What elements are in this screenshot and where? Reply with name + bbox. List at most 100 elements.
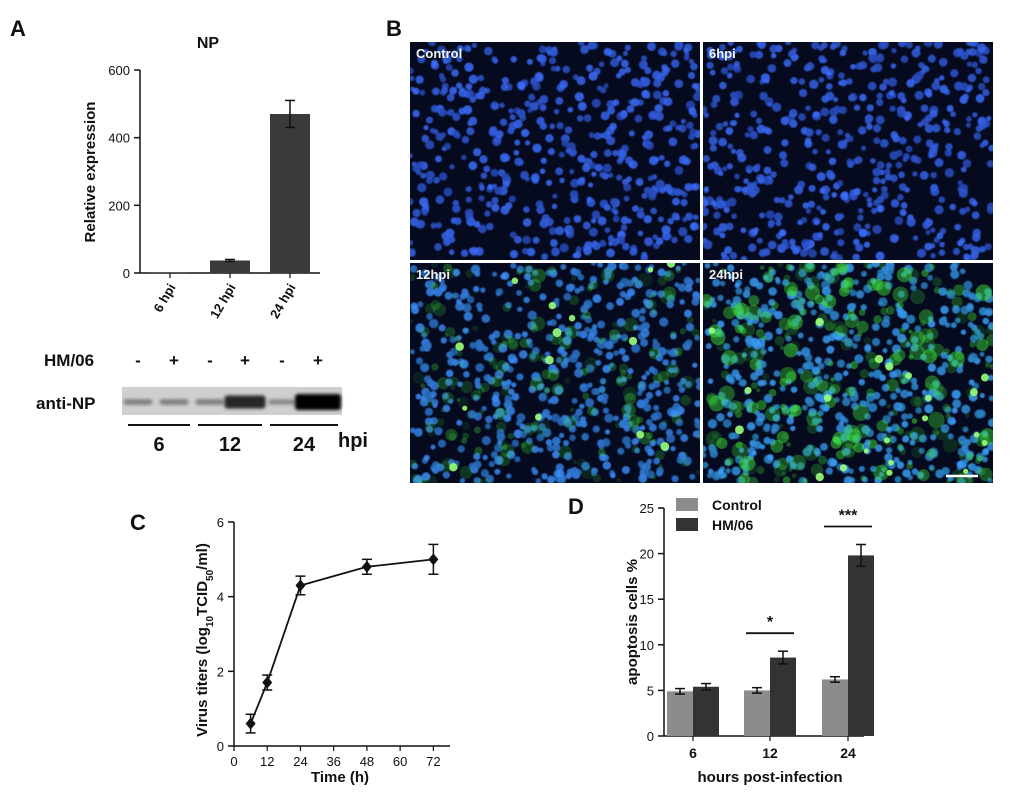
nucleus bbox=[652, 380, 661, 389]
nucleus bbox=[814, 357, 822, 365]
np-signal-spot bbox=[627, 414, 640, 427]
nucleus bbox=[694, 400, 700, 408]
chart-c-virus-titers: Virus titers (log10TCID50/ml) Time (h) 0… bbox=[194, 515, 450, 786]
blot-lane-sign: + bbox=[169, 351, 179, 370]
nucleus bbox=[690, 143, 697, 150]
nucleus bbox=[785, 378, 792, 385]
nucleus bbox=[816, 425, 823, 433]
nucleus bbox=[716, 199, 726, 209]
nucleus bbox=[456, 55, 463, 63]
nucleus bbox=[576, 76, 586, 86]
nucleus bbox=[779, 385, 786, 392]
nucleus bbox=[723, 343, 731, 351]
chart-a-ylabel: Relative expression bbox=[82, 102, 99, 243]
nucleus bbox=[452, 112, 461, 122]
nucleus bbox=[465, 186, 472, 193]
nucleus bbox=[546, 50, 553, 56]
np-signal-spot bbox=[866, 388, 875, 397]
nucleus bbox=[981, 448, 989, 456]
nucleus bbox=[515, 419, 523, 427]
nucleus bbox=[861, 270, 868, 277]
nucleus bbox=[955, 346, 962, 353]
np-signal-spot bbox=[964, 413, 970, 419]
np-signal-spot bbox=[929, 263, 936, 270]
nucleus bbox=[597, 216, 607, 226]
nucleus bbox=[970, 324, 978, 331]
nucleus bbox=[640, 328, 650, 338]
nucleus bbox=[930, 434, 937, 441]
nucleus bbox=[911, 48, 921, 58]
nucleus bbox=[862, 191, 869, 198]
nucleus bbox=[910, 377, 918, 385]
nucleus bbox=[513, 119, 523, 129]
nucleus bbox=[773, 196, 781, 204]
nucleus bbox=[616, 158, 623, 165]
nucleus bbox=[939, 75, 945, 81]
np-signal-spot bbox=[658, 463, 663, 469]
nucleus bbox=[756, 237, 763, 244]
np-signal-spot bbox=[822, 273, 830, 281]
nucleus bbox=[951, 389, 961, 399]
nucleus bbox=[643, 403, 652, 412]
nucleus bbox=[497, 439, 503, 446]
nucleus bbox=[726, 72, 733, 79]
nucleus bbox=[486, 222, 494, 231]
nucleus bbox=[494, 468, 501, 475]
nucleus bbox=[525, 437, 533, 445]
nucleus bbox=[683, 276, 692, 286]
nucleus bbox=[865, 117, 872, 125]
nucleus bbox=[641, 134, 647, 140]
nucleus bbox=[863, 241, 871, 248]
nucleus bbox=[443, 142, 451, 150]
np-signal-spot bbox=[974, 458, 981, 465]
nucleus bbox=[639, 425, 646, 431]
chart-a-category-label: 24 hpi bbox=[267, 281, 299, 321]
np-signal-spot bbox=[547, 369, 560, 381]
nucleus bbox=[954, 317, 961, 324]
nucleus bbox=[479, 185, 485, 191]
nucleus bbox=[715, 122, 724, 131]
nucleus bbox=[545, 217, 554, 227]
nucleus bbox=[559, 80, 568, 89]
nucleus bbox=[788, 264, 795, 272]
nucleus bbox=[820, 443, 828, 451]
nucleus bbox=[730, 97, 739, 107]
micrograph-tile: Control bbox=[410, 42, 700, 260]
np-signal-spot bbox=[959, 454, 965, 460]
nucleus bbox=[704, 300, 712, 308]
np-signal-spot bbox=[765, 406, 781, 422]
nucleus bbox=[703, 452, 707, 459]
nucleus bbox=[622, 50, 629, 56]
nucleus bbox=[746, 74, 755, 84]
nucleus bbox=[674, 282, 680, 288]
np-signal-spot bbox=[528, 351, 540, 363]
nucleus bbox=[801, 404, 808, 411]
nucleus bbox=[786, 417, 794, 425]
nucleus bbox=[647, 448, 655, 457]
np-signal-spot bbox=[477, 478, 484, 483]
nucleus bbox=[511, 439, 520, 448]
np-signal-spot bbox=[908, 329, 913, 334]
nucleus bbox=[982, 120, 991, 128]
np-signal-spot bbox=[675, 351, 682, 357]
nucleus bbox=[469, 96, 476, 103]
nucleus bbox=[768, 298, 776, 307]
nucleus bbox=[493, 443, 503, 453]
nucleus bbox=[689, 473, 696, 480]
nucleus bbox=[852, 253, 860, 260]
nucleus bbox=[473, 148, 482, 157]
nucleus bbox=[505, 301, 512, 309]
nucleus bbox=[822, 193, 830, 201]
nucleus bbox=[822, 272, 831, 281]
nucleus bbox=[849, 302, 856, 310]
nucleus bbox=[578, 285, 585, 292]
np-signal-spot bbox=[852, 404, 869, 421]
nucleus bbox=[629, 247, 638, 256]
nucleus bbox=[416, 219, 426, 229]
nucleus bbox=[763, 177, 771, 186]
nucleus bbox=[911, 336, 919, 344]
np-signal-spot bbox=[799, 307, 807, 316]
np-signal-spot bbox=[430, 300, 441, 310]
nucleus bbox=[654, 112, 664, 121]
nucleus bbox=[555, 226, 565, 236]
